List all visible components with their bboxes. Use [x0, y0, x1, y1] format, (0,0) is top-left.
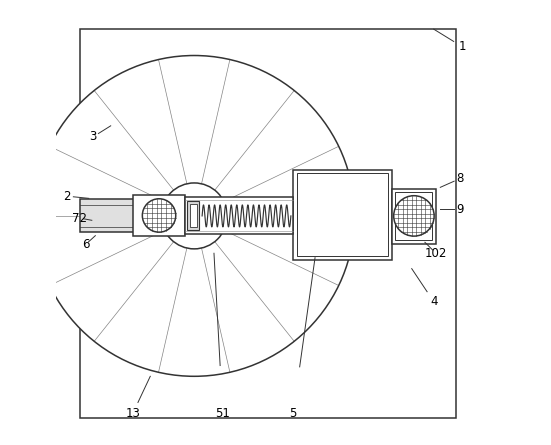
Text: 3: 3	[89, 130, 97, 143]
Circle shape	[394, 196, 434, 236]
Text: 13: 13	[125, 407, 140, 420]
Text: 6: 6	[82, 238, 89, 251]
Text: 102: 102	[425, 247, 447, 260]
Text: 9: 9	[456, 203, 464, 216]
Text: 51: 51	[215, 407, 230, 420]
Bar	[133, 195, 186, 236]
Text: 72: 72	[72, 212, 88, 225]
Bar	[80, 199, 392, 232]
Bar	[296, 173, 388, 256]
Bar	[396, 192, 433, 240]
Text: 2: 2	[63, 190, 71, 202]
Text: 4: 4	[430, 295, 437, 308]
Text: 5: 5	[289, 407, 297, 420]
Text: 1: 1	[458, 40, 466, 53]
Bar	[392, 189, 436, 243]
Bar	[187, 201, 199, 230]
Bar	[190, 204, 197, 227]
Bar	[80, 29, 456, 418]
Bar	[186, 197, 293, 235]
Circle shape	[34, 56, 355, 376]
Text: 8: 8	[456, 172, 464, 185]
Circle shape	[142, 199, 176, 232]
Bar	[293, 170, 392, 260]
Circle shape	[161, 183, 227, 249]
